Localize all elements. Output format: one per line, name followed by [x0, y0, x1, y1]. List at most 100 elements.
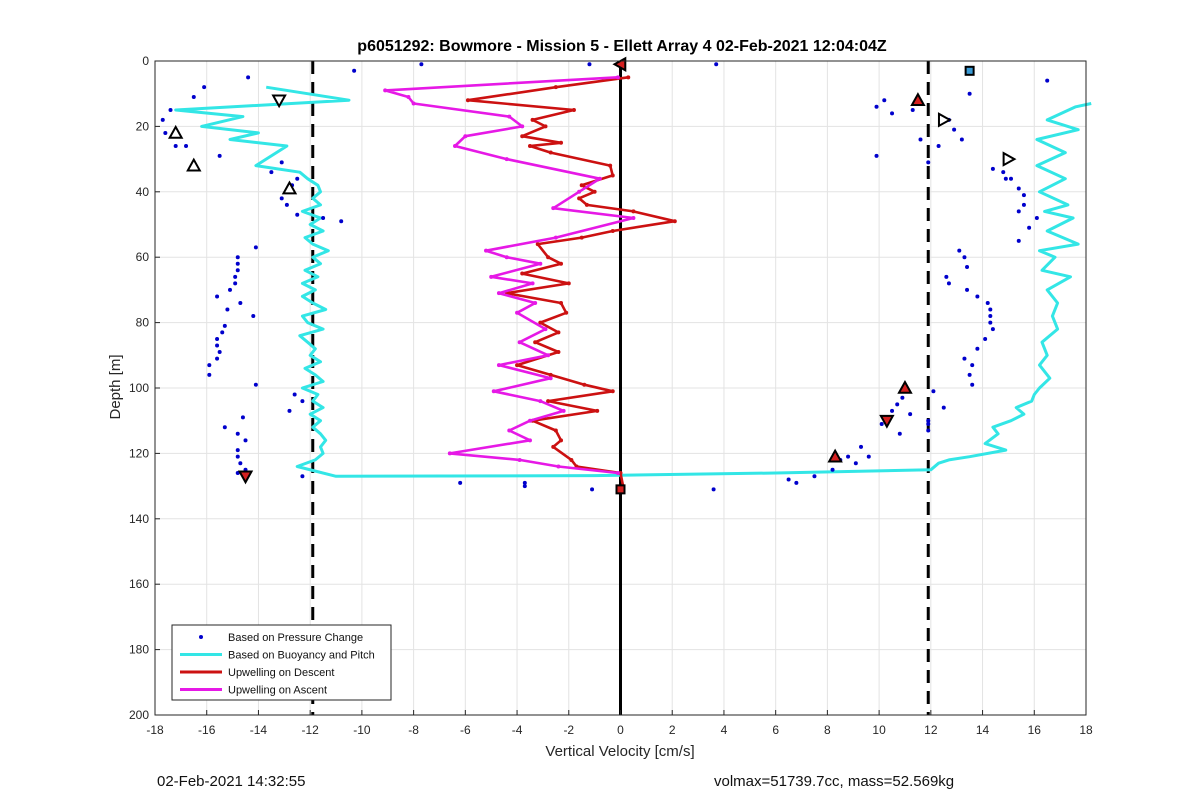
series-vertex: [597, 176, 602, 181]
series-vertex: [582, 382, 587, 387]
pressure-point: [522, 480, 527, 485]
series-vertex: [610, 173, 615, 178]
x-tick-label: -18: [146, 723, 164, 737]
series-vertex: [530, 117, 535, 122]
pressure-point: [990, 166, 995, 171]
pressure-point: [191, 94, 196, 99]
y-tick-label: 180: [129, 643, 149, 657]
y-tick-label: 200: [129, 708, 149, 722]
legend-entry: Upwelling on Descent: [228, 667, 334, 679]
series-vertex: [538, 399, 543, 404]
pressure-point: [918, 137, 923, 142]
series-vertex: [610, 229, 615, 234]
pressure-point: [300, 399, 305, 404]
triangle-right-marker: [1002, 151, 1017, 167]
x-tick-label: 14: [976, 723, 990, 737]
y-tick-label: 160: [129, 577, 149, 591]
series-vertex: [553, 235, 558, 240]
series-vertex: [383, 88, 388, 93]
legend-box: [171, 624, 392, 701]
y-tick-label: 120: [129, 446, 149, 460]
series-vertex: [533, 340, 538, 345]
pressure-point: [292, 392, 297, 397]
pressure-point: [988, 320, 993, 325]
pressure-point: [251, 314, 256, 319]
y-tick-label: 100: [129, 381, 149, 395]
pressure-point: [1001, 170, 1006, 175]
pressure-point: [227, 287, 232, 292]
series-vertex: [610, 389, 615, 394]
pressure-point: [238, 461, 243, 466]
pressure-point: [985, 300, 990, 305]
y-tick-label: 60: [136, 250, 150, 264]
pressure-point: [988, 314, 993, 319]
triangle-down-marker: [879, 414, 895, 429]
series-vertex: [543, 124, 548, 129]
pressure-point: [910, 108, 915, 113]
x-tick-label: 2: [669, 723, 676, 737]
x-tick-label: 12: [924, 723, 938, 737]
pressure-point: [173, 144, 178, 149]
series-vertex: [504, 255, 509, 260]
series-vertex: [559, 140, 564, 145]
pressure-point: [882, 98, 887, 103]
triangle-up-marker: [827, 448, 843, 463]
y-tick-label: 40: [136, 185, 150, 199]
series-vertex: [411, 101, 416, 106]
series-vertex: [551, 444, 556, 449]
series-vertex: [571, 108, 576, 113]
pressure-point: [238, 300, 243, 305]
pressure-point: [1016, 238, 1021, 243]
pressure-point: [941, 405, 946, 410]
pressure-point: [952, 127, 957, 132]
pressure-point: [926, 428, 931, 433]
pressure-point: [983, 336, 988, 341]
pressure-point: [975, 294, 980, 299]
pressure-point: [235, 268, 240, 273]
series-layer: [160, 62, 1092, 492]
reference-lines: [311, 61, 930, 715]
triangle-up-marker: [897, 379, 913, 394]
y-tick-label: 80: [136, 316, 150, 330]
x-tick-label: 6: [772, 723, 779, 737]
pressure-point: [215, 356, 220, 361]
x-tick-label: 10: [872, 723, 886, 737]
series-vertex: [559, 261, 564, 266]
series-vertex: [496, 363, 501, 368]
pressure-point: [714, 62, 719, 67]
series-vertex: [520, 271, 525, 276]
pressure-point: [235, 261, 240, 266]
x-tick-label: -4: [512, 723, 523, 737]
series-vertex: [538, 320, 543, 325]
triangle-down-marker: [237, 470, 254, 485]
pressure-point: [1009, 176, 1014, 181]
pressure-point: [160, 117, 165, 122]
pressure-point: [1045, 78, 1050, 83]
series-vertex: [463, 134, 468, 139]
pressure-point: [253, 382, 258, 387]
series-vertex: [631, 215, 636, 220]
marker-layer: [167, 56, 1017, 495]
series-vertex: [491, 389, 496, 394]
pressure-point: [458, 480, 463, 485]
pressure-point: [975, 346, 980, 351]
series-vertex: [569, 457, 574, 462]
series-vertex: [489, 274, 494, 279]
series-vertex: [543, 327, 548, 332]
series-vertex: [548, 376, 553, 381]
pressure-point: [962, 356, 967, 361]
pressure-point: [300, 474, 305, 479]
pressure-point: [202, 85, 207, 90]
pressure-point: [830, 467, 835, 472]
y-tick-label: 0: [142, 54, 149, 68]
x-tick-label: 18: [1079, 723, 1093, 737]
pressure-point: [235, 448, 240, 453]
pressure-point: [931, 389, 936, 394]
pressure-point: [890, 408, 895, 413]
legend-entry: Upwelling on Ascent: [228, 685, 327, 697]
x-tick-label: 16: [1028, 723, 1042, 737]
series-vertex: [517, 457, 522, 462]
footer-stats: volmax=51739.7cc, mass=52.569kg: [714, 773, 955, 790]
pressure-point: [217, 153, 222, 158]
pressure-point: [1021, 202, 1026, 207]
